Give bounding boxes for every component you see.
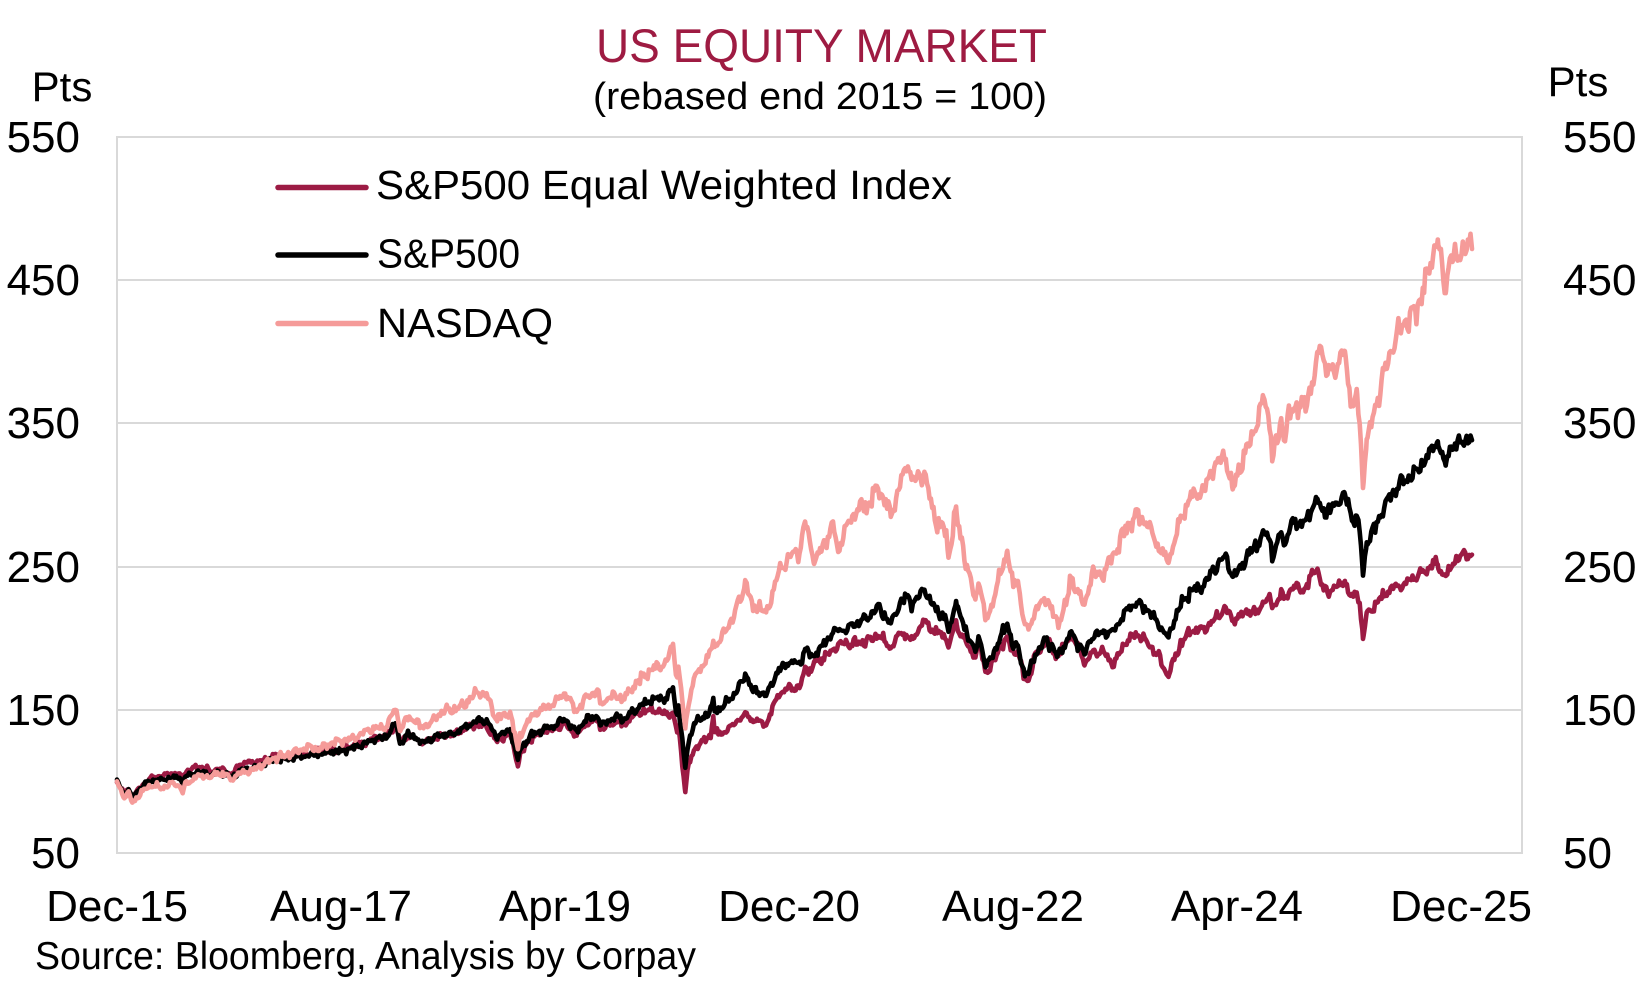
svg-text:Pts: Pts — [1548, 58, 1609, 105]
svg-text:50: 50 — [31, 829, 80, 878]
svg-text:250: 250 — [7, 543, 80, 592]
svg-text:450: 450 — [7, 256, 80, 305]
svg-text:Aug-17: Aug-17 — [270, 882, 412, 931]
svg-text:Aug-22: Aug-22 — [942, 882, 1084, 931]
svg-text:550: 550 — [7, 113, 80, 162]
svg-text:US EQUITY MARKET: US EQUITY MARKET — [596, 19, 1047, 72]
svg-text:NASDAQ: NASDAQ — [377, 300, 553, 346]
svg-text:350: 350 — [7, 399, 80, 448]
svg-text:Apr-19: Apr-19 — [499, 882, 631, 931]
svg-text:250: 250 — [1563, 543, 1636, 592]
svg-text:Dec-20: Dec-20 — [718, 882, 860, 931]
svg-text:Apr-24: Apr-24 — [1171, 882, 1303, 931]
svg-text:(rebased end 2015 = 100): (rebased end 2015 = 100) — [593, 76, 1047, 118]
svg-text:S&P500 Equal Weighted Index: S&P500 Equal Weighted Index — [376, 162, 953, 208]
svg-text:350: 350 — [1563, 399, 1636, 448]
svg-text:Pts: Pts — [32, 63, 93, 110]
svg-text:550: 550 — [1563, 113, 1636, 162]
svg-text:Source: Bloomberg, Analysis by: Source: Bloomberg, Analysis by Corpay — [35, 935, 696, 978]
svg-text:Dec-25: Dec-25 — [1390, 882, 1532, 931]
svg-text:50: 50 — [1563, 829, 1612, 878]
svg-text:450: 450 — [1563, 256, 1636, 305]
svg-text:150: 150 — [1563, 686, 1636, 735]
svg-text:150: 150 — [7, 686, 80, 735]
svg-text:S&P500: S&P500 — [377, 231, 520, 277]
svg-text:Dec-15: Dec-15 — [46, 882, 188, 931]
